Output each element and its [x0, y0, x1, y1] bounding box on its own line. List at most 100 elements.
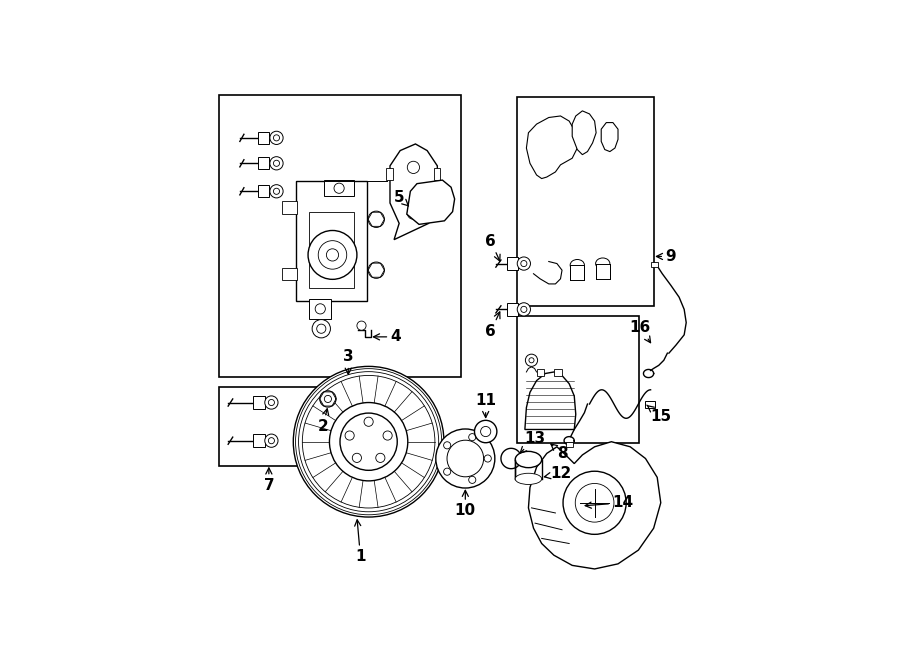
- Polygon shape: [390, 144, 437, 240]
- Bar: [518, 97, 653, 306]
- Circle shape: [444, 442, 451, 449]
- Circle shape: [274, 188, 280, 194]
- Circle shape: [364, 417, 374, 426]
- Text: 14: 14: [585, 495, 634, 510]
- Circle shape: [270, 132, 284, 145]
- Bar: [515, 459, 542, 479]
- Circle shape: [317, 324, 326, 333]
- Circle shape: [408, 207, 419, 219]
- Circle shape: [334, 183, 344, 193]
- Text: 7: 7: [264, 468, 274, 493]
- Bar: [536, 369, 544, 375]
- Polygon shape: [525, 372, 576, 430]
- Bar: [282, 268, 297, 280]
- Bar: [257, 157, 269, 169]
- Circle shape: [521, 260, 526, 266]
- Ellipse shape: [515, 451, 542, 468]
- Text: 15: 15: [647, 405, 671, 424]
- Circle shape: [320, 391, 336, 407]
- Bar: [220, 387, 320, 466]
- Text: 10: 10: [454, 490, 476, 518]
- Bar: [253, 434, 266, 447]
- Circle shape: [329, 403, 408, 481]
- Text: 4: 4: [374, 329, 401, 344]
- Text: 5: 5: [394, 190, 409, 206]
- Circle shape: [265, 396, 278, 409]
- Bar: [257, 132, 269, 144]
- Circle shape: [368, 262, 384, 278]
- Polygon shape: [572, 111, 596, 155]
- Circle shape: [529, 358, 534, 363]
- Text: 8: 8: [551, 444, 567, 461]
- Circle shape: [293, 366, 444, 517]
- Text: 12: 12: [544, 466, 572, 481]
- Circle shape: [327, 249, 338, 261]
- Circle shape: [357, 321, 366, 330]
- Bar: [571, 265, 584, 280]
- Bar: [386, 169, 392, 180]
- Text: 13: 13: [520, 431, 545, 453]
- Circle shape: [270, 184, 284, 198]
- Circle shape: [469, 477, 476, 483]
- Circle shape: [274, 160, 280, 167]
- Text: 2: 2: [318, 408, 328, 434]
- Circle shape: [484, 455, 491, 462]
- Circle shape: [308, 231, 357, 280]
- Text: 11: 11: [475, 393, 496, 418]
- Circle shape: [408, 161, 419, 173]
- Circle shape: [352, 453, 362, 463]
- Circle shape: [481, 426, 491, 437]
- Bar: [507, 303, 518, 316]
- Text: 3: 3: [343, 349, 354, 374]
- Circle shape: [268, 399, 274, 406]
- Polygon shape: [407, 180, 454, 224]
- Bar: [468, 446, 484, 471]
- Bar: [507, 257, 518, 270]
- Circle shape: [447, 440, 483, 477]
- Circle shape: [518, 303, 530, 316]
- Polygon shape: [601, 122, 618, 151]
- Circle shape: [368, 211, 384, 227]
- Circle shape: [376, 453, 385, 463]
- Text: 6: 6: [485, 312, 500, 338]
- Circle shape: [383, 431, 392, 440]
- Text: 16: 16: [630, 320, 651, 342]
- Bar: [566, 442, 573, 447]
- Circle shape: [324, 395, 331, 403]
- Bar: [220, 95, 462, 377]
- Circle shape: [302, 375, 435, 508]
- Bar: [518, 316, 639, 444]
- Bar: [645, 401, 654, 408]
- Circle shape: [270, 157, 284, 170]
- Text: 1: 1: [355, 520, 365, 564]
- Circle shape: [340, 413, 397, 471]
- Circle shape: [312, 319, 330, 338]
- Bar: [324, 180, 355, 196]
- Circle shape: [575, 483, 614, 522]
- Ellipse shape: [596, 258, 610, 269]
- Text: 9: 9: [656, 249, 676, 264]
- Circle shape: [345, 431, 355, 440]
- Bar: [296, 181, 367, 301]
- Circle shape: [526, 354, 537, 366]
- Circle shape: [436, 429, 495, 488]
- Bar: [257, 185, 269, 198]
- Circle shape: [265, 434, 278, 447]
- Bar: [651, 262, 658, 266]
- Ellipse shape: [515, 473, 542, 485]
- Bar: [434, 169, 440, 180]
- Polygon shape: [528, 442, 661, 569]
- Circle shape: [274, 135, 280, 141]
- Polygon shape: [526, 116, 577, 178]
- Circle shape: [474, 420, 497, 443]
- Bar: [596, 264, 610, 279]
- Circle shape: [563, 471, 626, 534]
- Bar: [282, 202, 297, 214]
- Circle shape: [469, 434, 476, 441]
- Circle shape: [319, 241, 346, 269]
- Bar: [309, 299, 331, 319]
- Circle shape: [315, 304, 326, 314]
- Ellipse shape: [571, 260, 584, 271]
- Circle shape: [268, 438, 274, 444]
- Circle shape: [518, 257, 530, 270]
